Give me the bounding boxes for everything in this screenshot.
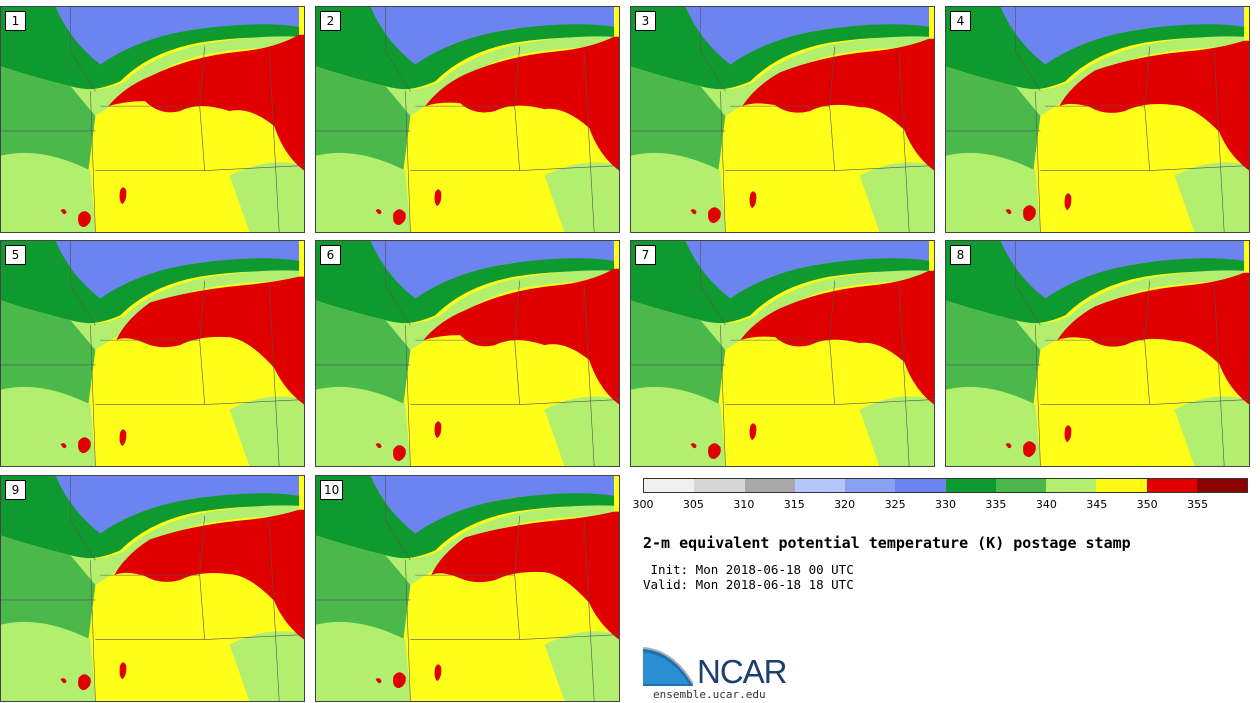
colorbar-swatch [995, 479, 1046, 492]
member-number-badge: 9 [5, 480, 26, 500]
colorbar-swatch [744, 479, 795, 492]
ensemble-member-panel: 9 [0, 475, 305, 702]
ensemble-member-panel: 2 [315, 6, 620, 233]
ncar-logo-mark [643, 647, 694, 686]
colorbar-swatch [845, 479, 896, 492]
colorbar-tick-label: 305 [682, 498, 704, 511]
ensemble-member-panel: 3 [630, 6, 935, 233]
colorbar [643, 478, 1248, 493]
ensemble-member-panel: 10 [315, 475, 620, 702]
colorbar-swatch [1046, 479, 1097, 492]
colorbar-swatch [1146, 479, 1197, 492]
colorbar-tick-label: 300 [632, 498, 654, 511]
member-number-badge: 7 [635, 245, 656, 265]
colorbar-swatch [794, 479, 845, 492]
logo-url: ensemble.ucar.edu [653, 688, 766, 701]
colorbar-swatch [644, 479, 695, 492]
colorbar-tick-label: 345 [1086, 498, 1108, 511]
colorbar-tick-label: 340 [1035, 498, 1057, 511]
member-number-badge: 2 [320, 11, 341, 31]
ncar-logo-text: NCAR [697, 653, 788, 690]
ensemble-member-panel: 5 [0, 240, 305, 467]
member-number-badge: 1 [5, 11, 26, 31]
member-number-badge: 8 [950, 245, 971, 265]
colorbar-tick-label: 315 [783, 498, 805, 511]
colorbar-tick-label: 310 [733, 498, 755, 511]
ensemble-member-panel: 4 [945, 6, 1250, 233]
colorbar-tick-label: 335 [985, 498, 1007, 511]
member-number-badge: 6 [320, 245, 341, 265]
colorbar-swatch [895, 479, 946, 492]
ensemble-member-panel: 1 [0, 6, 305, 233]
colorbar-swatch [945, 479, 996, 492]
member-number-badge: 10 [320, 480, 344, 500]
init-time: Init: Mon 2018-06-18 00 UTC [643, 562, 854, 577]
colorbar-swatch [1096, 479, 1147, 492]
member-number-badge: 4 [950, 11, 971, 31]
colorbar-tick-label: 355 [1187, 498, 1209, 511]
valid-time: Valid: Mon 2018-06-18 18 UTC [643, 577, 854, 592]
member-number-badge: 3 [635, 11, 656, 31]
ensemble-member-panel: 6 [315, 240, 620, 467]
colorbar-tick-label: 330 [935, 498, 956, 511]
colorbar-tick-label: 325 [884, 498, 906, 511]
chart-title: 2-m equivalent potential temperature (K)… [643, 534, 1131, 552]
colorbar-tick-label: 350 [1136, 498, 1158, 511]
colorbar-swatch [694, 479, 745, 492]
member-number-badge: 5 [5, 245, 26, 265]
ensemble-member-panel: 8 [945, 240, 1250, 467]
colorbar-swatch [1196, 479, 1247, 492]
colorbar-tick-label: 320 [834, 498, 856, 511]
ensemble-member-panel: 7 [630, 240, 935, 467]
